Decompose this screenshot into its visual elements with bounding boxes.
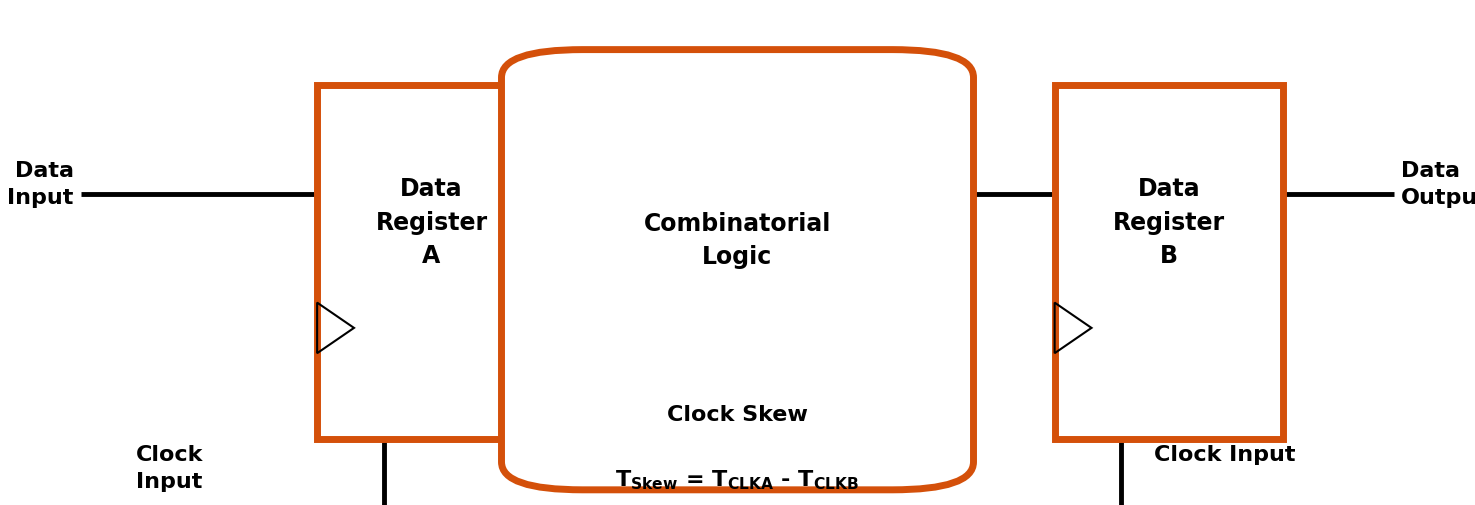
- FancyBboxPatch shape: [502, 50, 974, 490]
- FancyBboxPatch shape: [317, 86, 546, 439]
- Text: Data
Register
B: Data Register B: [1112, 177, 1226, 268]
- Text: T$_\mathregular{Skew}$ = T$_\mathregular{CLKA}$ - T$_\mathregular{CLKB}$: T$_\mathregular{Skew}$ = T$_\mathregular…: [615, 468, 860, 491]
- FancyBboxPatch shape: [1055, 86, 1283, 439]
- Text: Clock Input: Clock Input: [1153, 444, 1295, 465]
- Text: Combinatorial
Logic: Combinatorial Logic: [643, 211, 832, 269]
- Text: Clock Skew: Clock Skew: [667, 404, 808, 424]
- Text: Data
Input: Data Input: [7, 161, 74, 208]
- Text: Data
Register
A: Data Register A: [375, 177, 488, 268]
- Text: Data
Output: Data Output: [1401, 161, 1475, 208]
- Text: Clock
Input: Clock Input: [136, 444, 204, 491]
